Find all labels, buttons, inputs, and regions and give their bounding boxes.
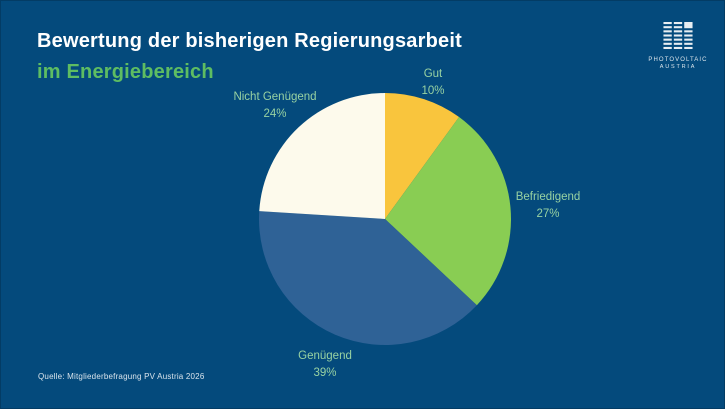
- pie-slice-gen-gend: [259, 211, 477, 345]
- slice-label-text: Genügend: [298, 350, 352, 362]
- slice-label-percent: 27%: [536, 208, 560, 220]
- pie-chart-svg: [259, 93, 512, 345]
- slice-label-text: Befriedigend: [515, 191, 581, 203]
- photovoltaic-austria-logo: PHOTOVOLTAIC AUSTRIA: [640, 22, 716, 70]
- pie-slice-gut: [385, 93, 460, 219]
- slice-label-percent: 39%: [313, 367, 337, 379]
- slice-label-text: Nicht Genügend: [233, 91, 317, 103]
- pie-slice-befriedigend: [385, 117, 512, 306]
- slice-label-befriedigend: Befriedigend 27%: [483, 189, 613, 223]
- solar-panel-icon: [663, 22, 693, 49]
- pie-chart: [245, 79, 525, 359]
- slice-label-percent: 10%: [421, 85, 445, 97]
- slice-label-percent: 24%: [263, 108, 287, 120]
- logo-text-photovoltaic: PHOTOVOLTAIC: [648, 57, 708, 63]
- pie-slice-nicht-gen-gend: [259, 93, 385, 219]
- slice-label-gut: Gut 10%: [383, 66, 483, 100]
- source-note: Quelle: Mitgliederbefragung PV Austria 2…: [38, 372, 205, 381]
- slice-label-nicht-genuegend: Nicht Genügend 24%: [195, 89, 355, 123]
- page-subtitle: im Energiebereich: [37, 61, 214, 83]
- logo-text-austria: AUSTRIA: [659, 64, 697, 70]
- page-title: Bewertung der bisherigen Regierungsarbei…: [37, 30, 462, 52]
- slice-label-text: Gut: [423, 68, 443, 80]
- slice-label-genuegend: Genügend 39%: [260, 348, 390, 382]
